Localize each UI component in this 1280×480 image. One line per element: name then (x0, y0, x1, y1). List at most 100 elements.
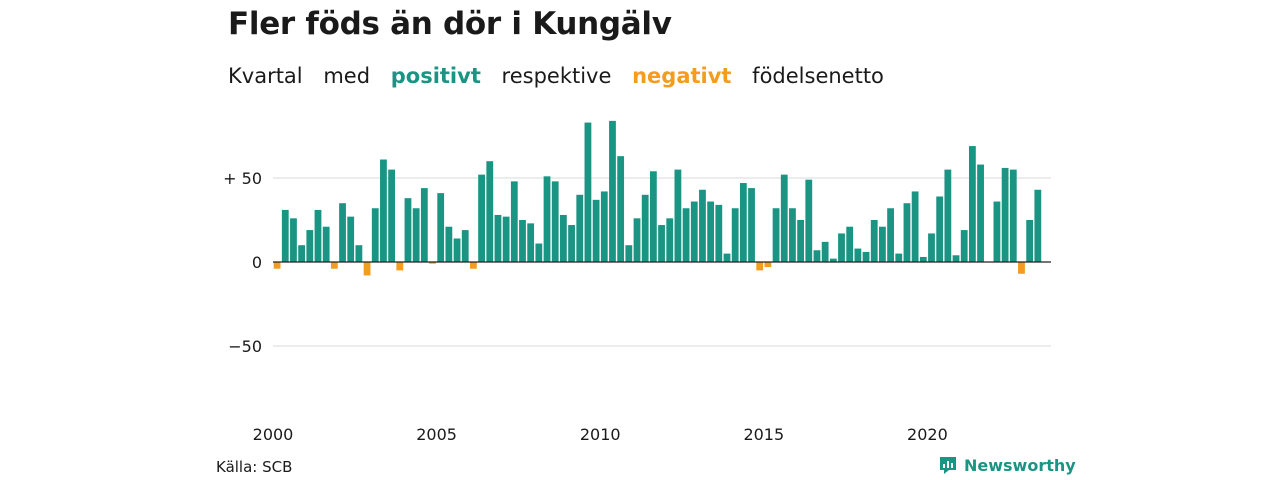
bar-positive (731, 208, 739, 262)
bar-positive (609, 120, 616, 262)
bar-positive (535, 243, 543, 262)
bar-positive (502, 216, 510, 262)
bar-positive (600, 191, 608, 262)
bar-positive (928, 233, 935, 262)
bar-positive (314, 209, 322, 262)
y-tick-label: 0 (252, 253, 262, 272)
bar-positive (682, 208, 690, 262)
bar-positive (797, 220, 805, 262)
bar-negative (756, 262, 764, 271)
bar-negative (1018, 262, 1025, 274)
bar-negative (396, 262, 404, 271)
bar-positive (911, 191, 919, 262)
bar-positive (445, 226, 453, 262)
bar-positive (404, 198, 412, 262)
bar-negative (273, 262, 281, 269)
bar-positive (903, 203, 911, 262)
bar-positive (494, 214, 502, 262)
bar-positive (290, 218, 297, 262)
bar-positive (707, 201, 715, 262)
bar-positive (846, 226, 854, 262)
bar-positive (838, 233, 845, 262)
bar-positive (617, 156, 625, 262)
bar-positive (993, 201, 1001, 262)
x-tick-label: 2015 (743, 425, 784, 444)
bar-positive (813, 250, 821, 262)
bar-positive (625, 245, 633, 262)
bar-positive (388, 169, 396, 262)
bar-positive (772, 208, 780, 262)
chart-subtitle: Kvartal med positivt respektive negativt… (228, 64, 898, 88)
bar-positive (854, 248, 862, 262)
bar-positive (666, 218, 674, 262)
bar-positive (674, 169, 682, 262)
bar-positive (977, 164, 984, 262)
x-tick-label: 2020 (907, 425, 948, 444)
bar-positive (887, 208, 894, 262)
bar-positive (1034, 189, 1042, 262)
bar-positive (1009, 169, 1017, 262)
chart-title: Fler föds än dör i Kungälv (228, 6, 672, 42)
bar-positive (527, 223, 535, 262)
bar-positive (559, 214, 567, 262)
bar-positive (355, 245, 363, 262)
bar-positive (952, 255, 960, 262)
subtitle-word-with: med (323, 64, 371, 88)
bar-positive (1026, 220, 1034, 262)
newsworthy-logo-icon (940, 457, 956, 474)
bar-positive (690, 201, 698, 262)
bar-positive (960, 230, 968, 262)
bar-positive (486, 161, 494, 262)
bar-negative (330, 262, 338, 269)
bar-positive (821, 241, 829, 262)
bar-positive (829, 258, 837, 262)
bar-positive (789, 208, 796, 262)
brand-name: Newsworthy (964, 455, 1076, 475)
subtitle-negative-label: negativt (632, 64, 732, 88)
y-tick-label: + 50 (223, 169, 262, 188)
bar-positive (633, 218, 641, 262)
gridlines (273, 177, 1051, 347)
bar-negative (429, 262, 436, 264)
bar-positive (420, 188, 428, 262)
bar-positive (298, 245, 306, 262)
brand-logo: Newsworthy (938, 455, 1076, 475)
bar-positive (576, 194, 584, 262)
bar-positive (919, 256, 927, 262)
bar-positive (944, 169, 952, 262)
bar-positive (879, 226, 886, 262)
bar-positive (510, 181, 518, 262)
bar-positive (461, 230, 469, 262)
bar-positive (641, 194, 649, 262)
bar-positive (412, 208, 420, 262)
bar-positive (862, 251, 870, 262)
subtitle-word-quarter: Kvartal (228, 64, 303, 88)
bar-positive (739, 183, 747, 262)
bar-positive (715, 204, 723, 262)
bar-positive (805, 179, 813, 262)
bar-negative (363, 262, 371, 276)
bar-positive (322, 226, 330, 262)
x-tick-label: 2010 (580, 425, 621, 444)
bar-negative (470, 262, 477, 269)
subtitle-positive-label: positivt (390, 64, 481, 88)
bar-positive (306, 230, 314, 262)
bar-positive (895, 253, 903, 262)
bar-negative (764, 262, 772, 268)
bar-positive (748, 188, 755, 262)
bar-positive (780, 174, 788, 262)
bar-positive (371, 208, 379, 262)
bars (273, 120, 1042, 276)
bar-positive (723, 253, 731, 262)
bar-positive (347, 216, 355, 262)
bar-positive (551, 181, 559, 262)
bar-positive (437, 193, 445, 262)
bar-positive (380, 159, 387, 262)
x-tick-label: 2005 (416, 425, 457, 444)
bar-positive (568, 225, 575, 262)
bar-positive (281, 209, 289, 262)
bar-positive (584, 122, 592, 262)
bar-positive (1001, 167, 1009, 262)
x-tick-label: 2000 (253, 425, 294, 444)
